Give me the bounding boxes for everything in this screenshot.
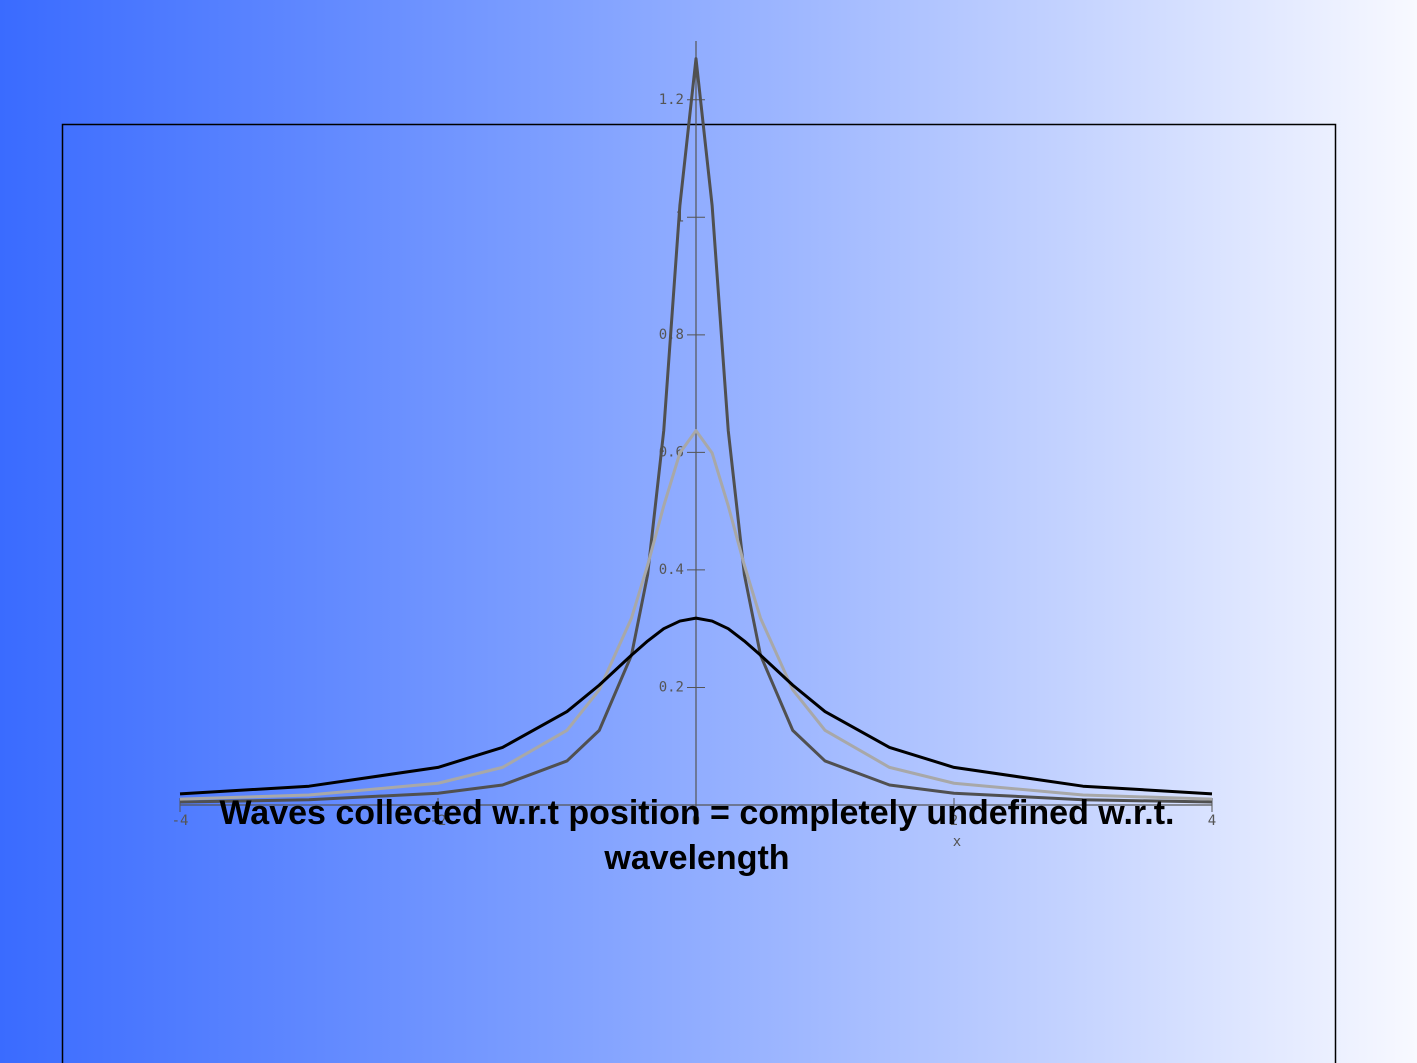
- line-series: [179, 57, 1213, 804]
- caption-line: wavelength: [603, 839, 789, 877]
- x-tick-label: 4: [1208, 813, 1216, 829]
- line-series: [179, 616, 1213, 796]
- y-tick-label: 0.2: [659, 679, 684, 695]
- line-series: [179, 429, 1213, 801]
- caption-line: Waves collected w.r.t position = complet…: [219, 794, 1174, 832]
- plot: 0.20.40.60.811.2-4 -2 0 2 4: [172, 41, 1216, 829]
- x-tick-label: -2: [430, 813, 447, 829]
- x-tick-label: -4: [172, 813, 189, 829]
- x-axis-label: x: [953, 834, 961, 850]
- x-tick-label: 0: [692, 813, 700, 829]
- y-tick-label: 1.2: [659, 92, 684, 108]
- content-frame: [61, 123, 1337, 1063]
- x-tick-label: 2: [950, 813, 958, 829]
- y-tick-label: 0.4: [659, 562, 684, 578]
